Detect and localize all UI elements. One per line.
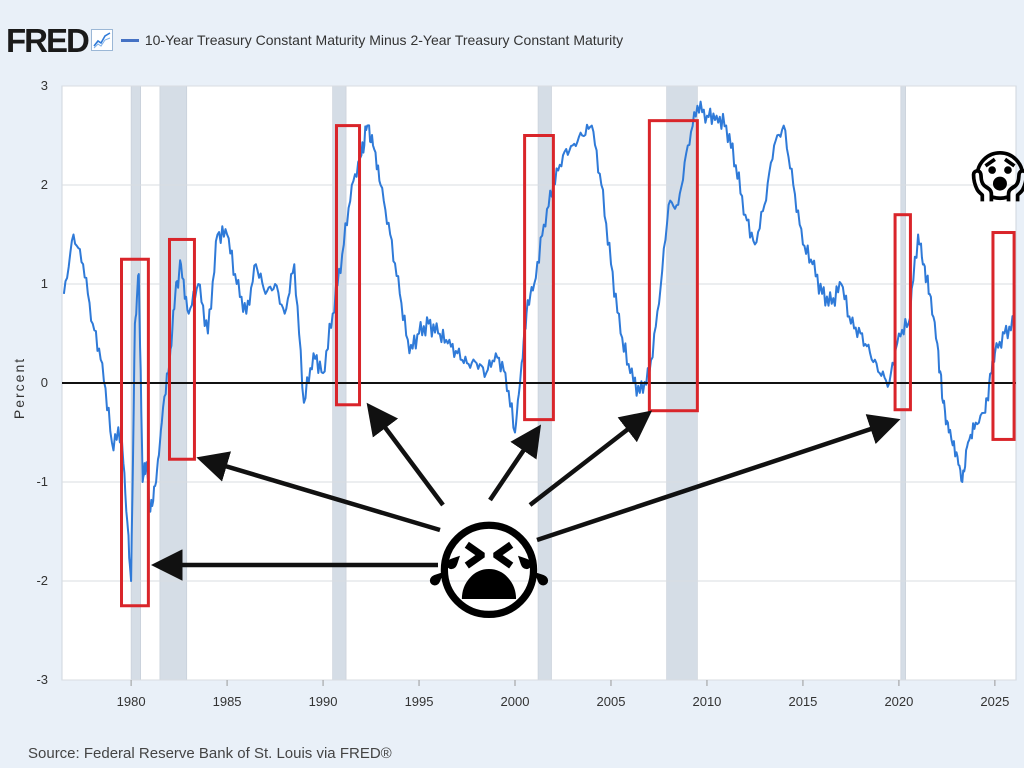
legend-line-swatch — [120, 38, 139, 42]
highlight-box-2 — [334, 124, 362, 407]
x-tick-label-6: 2010 — [692, 694, 721, 709]
x-tick-label-4: 2000 — [501, 694, 530, 709]
y-tick-label-5: 2 — [41, 177, 48, 192]
fred-trend-icon — [90, 29, 113, 51]
annotation-arrow-1 — [196, 451, 441, 533]
annotation-arrow-5 — [536, 414, 901, 543]
crying-face-icon: 😭 — [425, 508, 554, 636]
x-tick-label-7: 2015 — [788, 694, 817, 709]
x-tick-label-2: 1990 — [309, 694, 338, 709]
screaming-face-icon: 😱 — [971, 145, 1024, 210]
x-tick-label-5: 2005 — [597, 694, 626, 709]
y-tick-label-0: -3 — [36, 672, 48, 687]
chart-header: FRED 10-Year Treasury Constant Maturity … — [6, 22, 623, 58]
x-tick-label-9: 2025 — [980, 694, 1009, 709]
x-tick-label-1: 1985 — [213, 694, 242, 709]
annotation-arrow-2 — [366, 402, 445, 507]
y-tick-label-6: 3 — [41, 78, 48, 93]
fred-logo[interactable]: FRED — [6, 21, 90, 59]
highlight-box-6 — [991, 231, 1016, 441]
y-tick-label-4: 1 — [41, 276, 48, 291]
highlight-box-5 — [893, 213, 912, 412]
fred-trend-icon-svg — [93, 32, 111, 49]
x-tick-label-3: 1995 — [405, 694, 434, 709]
y-tick-label-1: -2 — [36, 573, 48, 588]
y-tick-label-2: -1 — [36, 474, 48, 489]
source-caption: Source: Federal Reserve Bank of St. Loui… — [28, 745, 392, 762]
annotation-arrow-4 — [528, 410, 653, 507]
highlight-box-1 — [167, 237, 196, 461]
highlight-box-0 — [120, 257, 150, 608]
x-tick-label-8: 2020 — [884, 694, 913, 709]
chart-title: 10-Year Treasury Constant Maturity Minus… — [144, 32, 624, 48]
annotation-arrow-3 — [488, 424, 542, 502]
highlight-box-3 — [523, 134, 555, 422]
highlight-box-4 — [647, 119, 699, 413]
y-tick-label-3: 0 — [41, 375, 48, 390]
y-axis-label: Percent — [11, 357, 27, 419]
x-tick-label-0: 1980 — [117, 694, 146, 709]
